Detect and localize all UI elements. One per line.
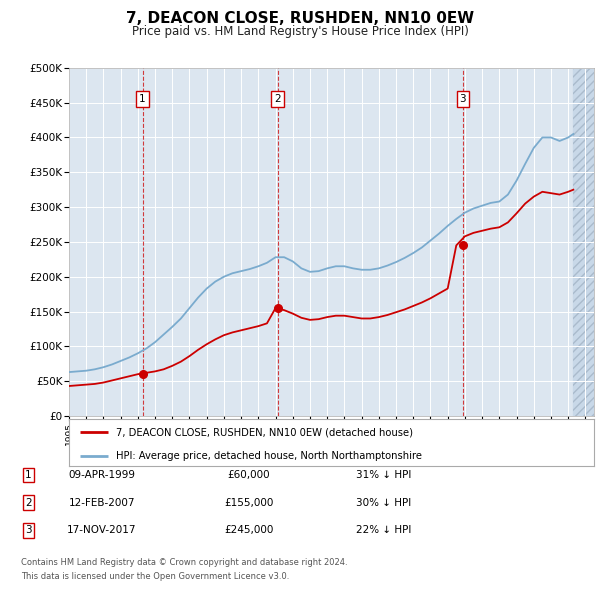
Text: 09-APR-1999: 09-APR-1999 xyxy=(68,470,136,480)
Bar xyxy=(574,68,594,416)
Bar xyxy=(574,68,594,416)
Text: 3: 3 xyxy=(25,526,32,535)
Text: 2: 2 xyxy=(25,498,32,507)
Text: 12-FEB-2007: 12-FEB-2007 xyxy=(69,498,135,507)
Text: 30% ↓ HPI: 30% ↓ HPI xyxy=(356,498,412,507)
Text: This data is licensed under the Open Government Licence v3.0.: This data is licensed under the Open Gov… xyxy=(21,572,289,581)
Text: 17-NOV-2017: 17-NOV-2017 xyxy=(67,526,137,535)
Text: 7, DEACON CLOSE, RUSHDEN, NN10 0EW: 7, DEACON CLOSE, RUSHDEN, NN10 0EW xyxy=(126,11,474,25)
Text: 31% ↓ HPI: 31% ↓ HPI xyxy=(356,470,412,480)
Text: 1: 1 xyxy=(25,470,32,480)
Text: 2: 2 xyxy=(274,94,281,104)
Text: 3: 3 xyxy=(460,94,466,104)
Text: £60,000: £60,000 xyxy=(227,470,271,480)
Text: HPI: Average price, detached house, North Northamptonshire: HPI: Average price, detached house, Nort… xyxy=(116,451,422,461)
Text: £155,000: £155,000 xyxy=(224,498,274,507)
Text: 7, DEACON CLOSE, RUSHDEN, NN10 0EW (detached house): 7, DEACON CLOSE, RUSHDEN, NN10 0EW (deta… xyxy=(116,427,413,437)
Text: Contains HM Land Registry data © Crown copyright and database right 2024.: Contains HM Land Registry data © Crown c… xyxy=(21,558,347,566)
Text: 1: 1 xyxy=(139,94,146,104)
Text: Price paid vs. HM Land Registry's House Price Index (HPI): Price paid vs. HM Land Registry's House … xyxy=(131,25,469,38)
Text: £245,000: £245,000 xyxy=(224,526,274,535)
Text: 22% ↓ HPI: 22% ↓ HPI xyxy=(356,526,412,535)
